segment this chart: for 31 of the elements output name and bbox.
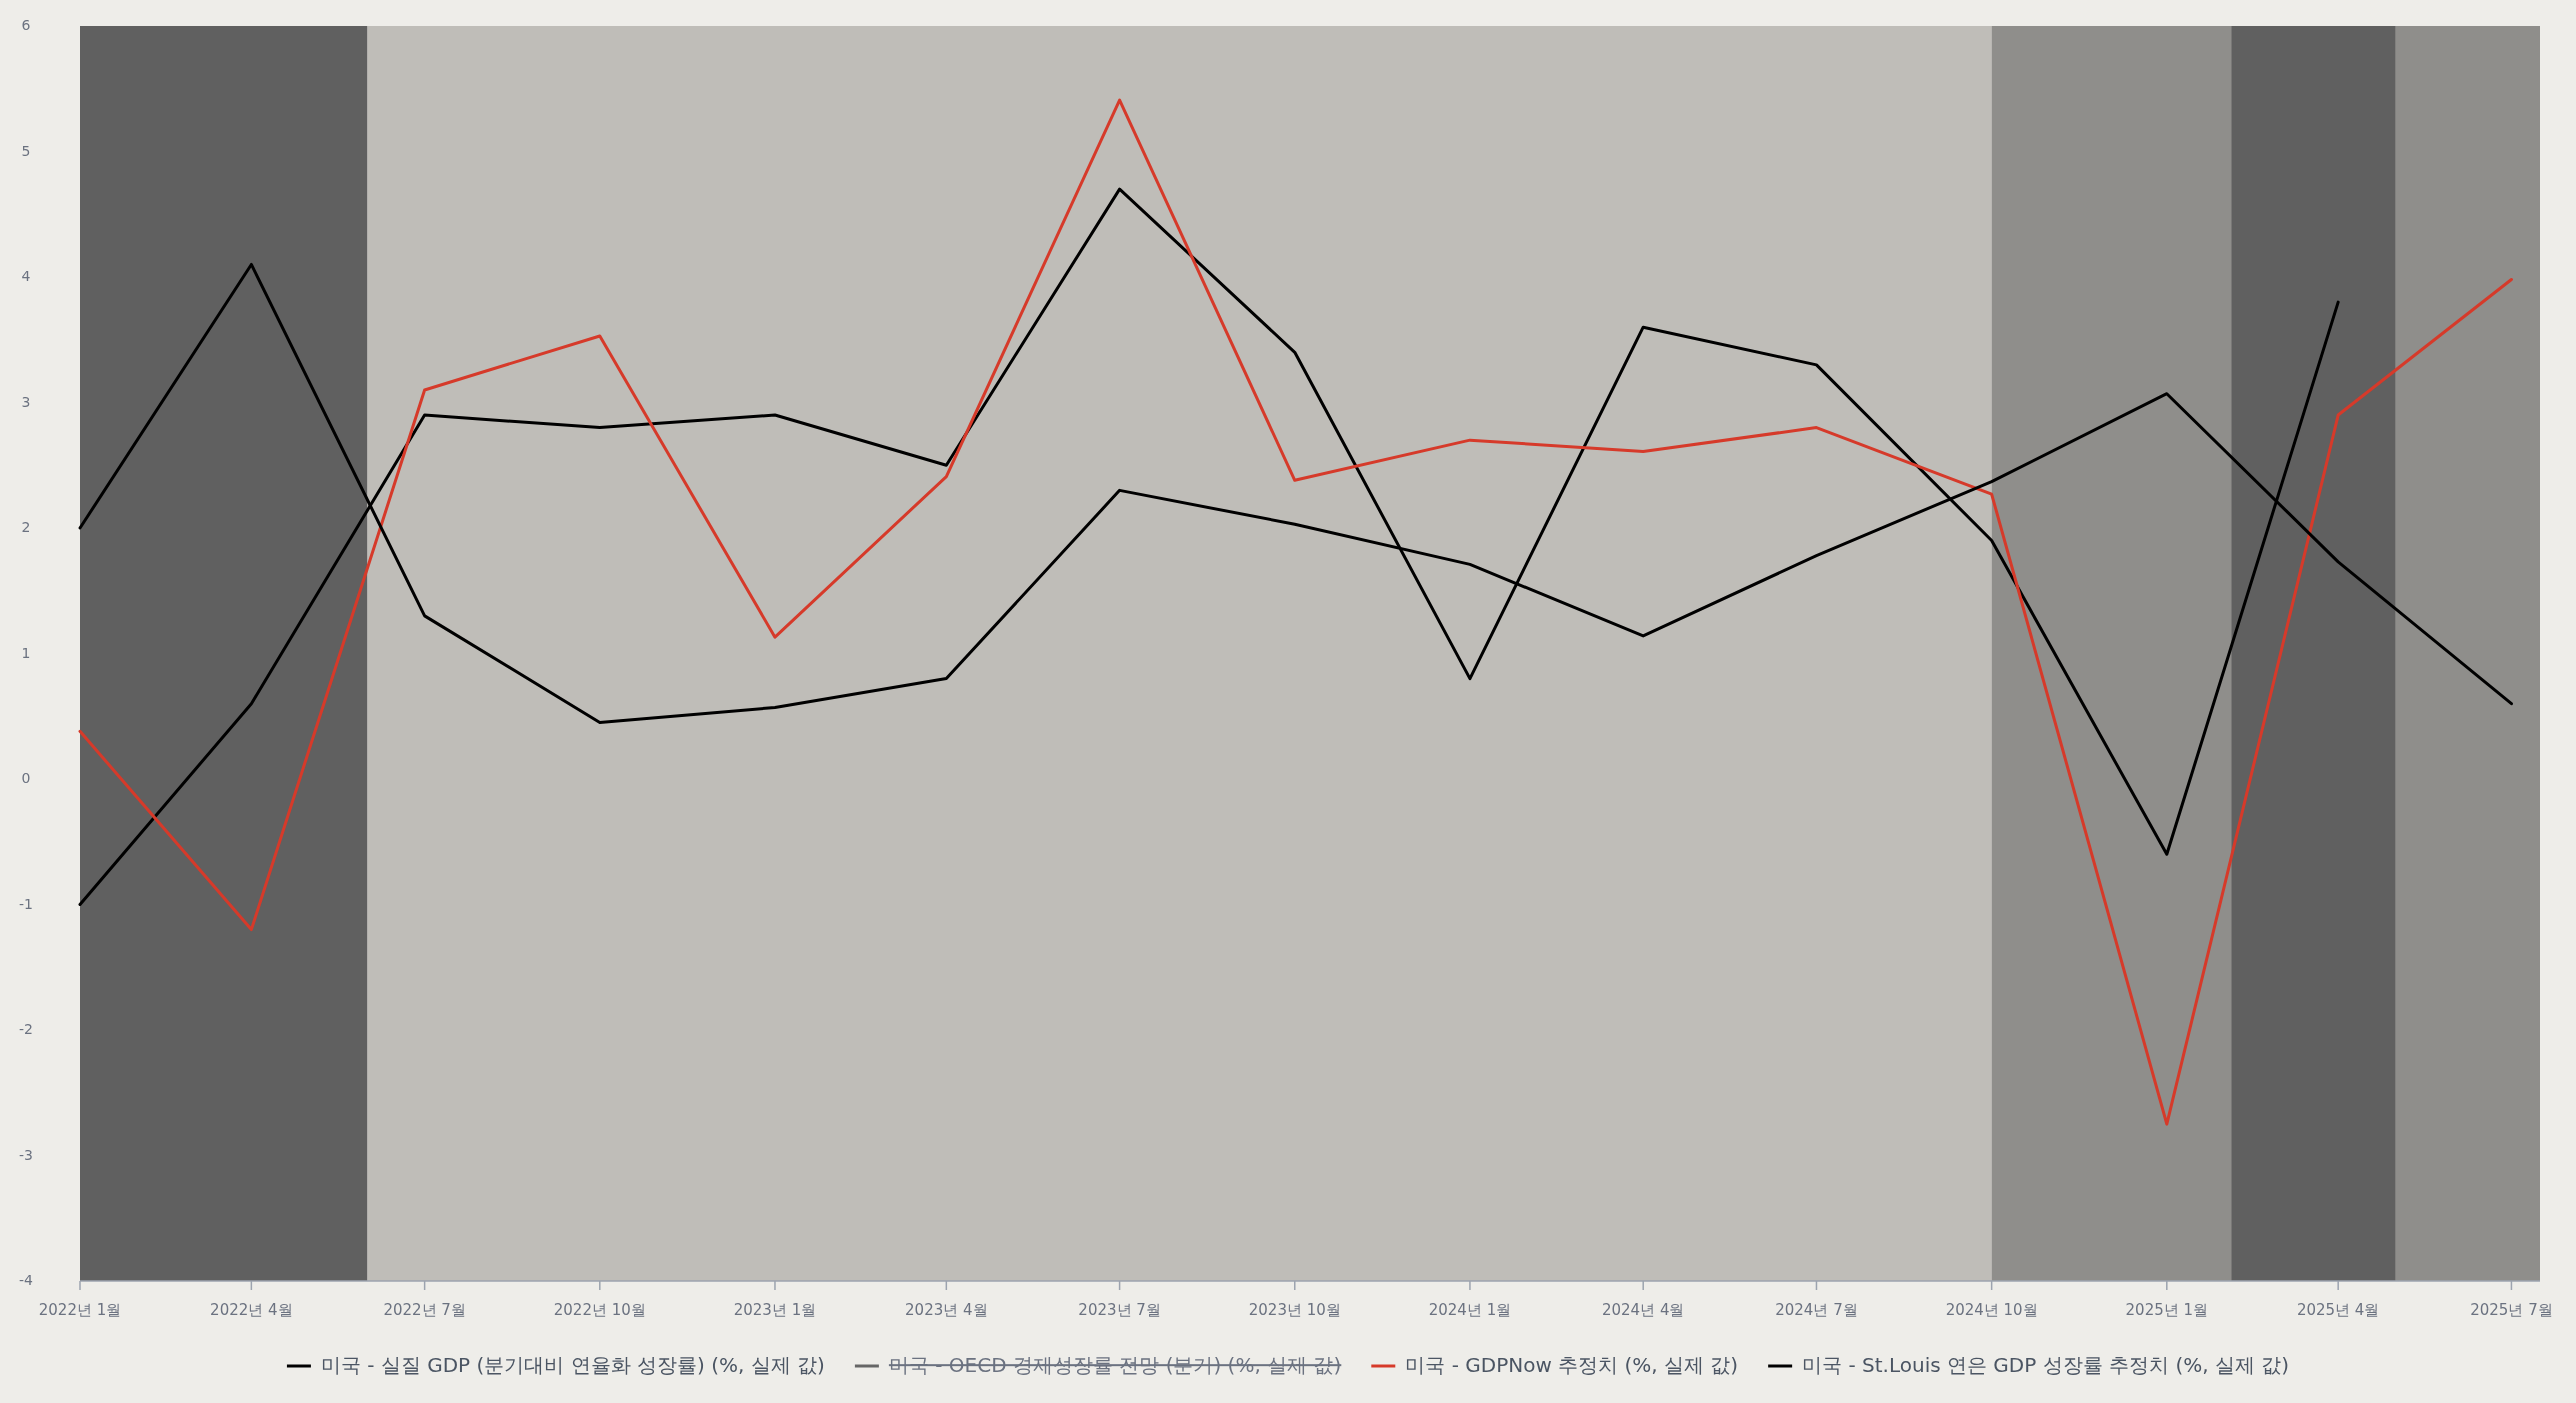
x-tick-label: 2025년 4월 (2296, 1301, 2380, 1319)
y-tick-label: 0 (21, 770, 31, 786)
x-tick-label: 2022년 4월 (210, 1301, 293, 1319)
legend-label: 미국 - 실질 GDP (분기대비 연율화 성장률) (%, 실제 값) (320, 1352, 825, 1377)
y-tick-label: 1 (21, 644, 31, 661)
y-tick-label: 6 (21, 17, 31, 33)
x-tick-label: 2022년 1월 (38, 1301, 122, 1319)
y-tick-label: 3 (21, 393, 31, 410)
x-tick-label: 2025년 1월 (2125, 1301, 2209, 1319)
y-tick-label: 2 (21, 519, 31, 535)
y-tick-label: -4 (19, 1272, 34, 1288)
x-tick-label: 2024년 7월 (1775, 1301, 1858, 1319)
legend-label: 미국 - St.Louis 연은 GDP 성장률 추정치 (%, 실제 값) (1802, 1352, 2290, 1377)
legend-label: 미국 - GDPNow 추정치 (%, 실제 값) (1405, 1352, 1739, 1377)
x-tick-label: 2023년 7월 (1078, 1301, 1161, 1319)
x-tick-label: 2024년 10월 (1945, 1301, 2038, 1319)
y-tick-label: 5 (21, 142, 31, 159)
x-tick-label: 2025년 7월 (2470, 1301, 2553, 1319)
x-tick-label: 2023년 4월 (905, 1301, 988, 1319)
legend-label: 미국 - OECD 경제성장률 전망 (분기) (%, 실제 값) (888, 1352, 1342, 1377)
y-tick-label: -3 (19, 1146, 33, 1163)
x-tick-label: 2022년 7월 (383, 1301, 466, 1319)
x-tick-label: 2023년 10월 (1248, 1301, 1341, 1319)
y-tick-label: -2 (19, 1021, 33, 1037)
x-tick-label: 2022년 10월 (553, 1301, 646, 1319)
x-tick-label: 2023년 1월 (733, 1301, 817, 1319)
y-tick-label: 4 (21, 268, 31, 284)
x-tick-label: 2024년 4월 (1601, 1301, 1685, 1319)
y-tick-label: -1 (19, 895, 33, 912)
line-series (78, 98, 2513, 1126)
x-tick-label: 2024년 1월 (1428, 1301, 1512, 1319)
